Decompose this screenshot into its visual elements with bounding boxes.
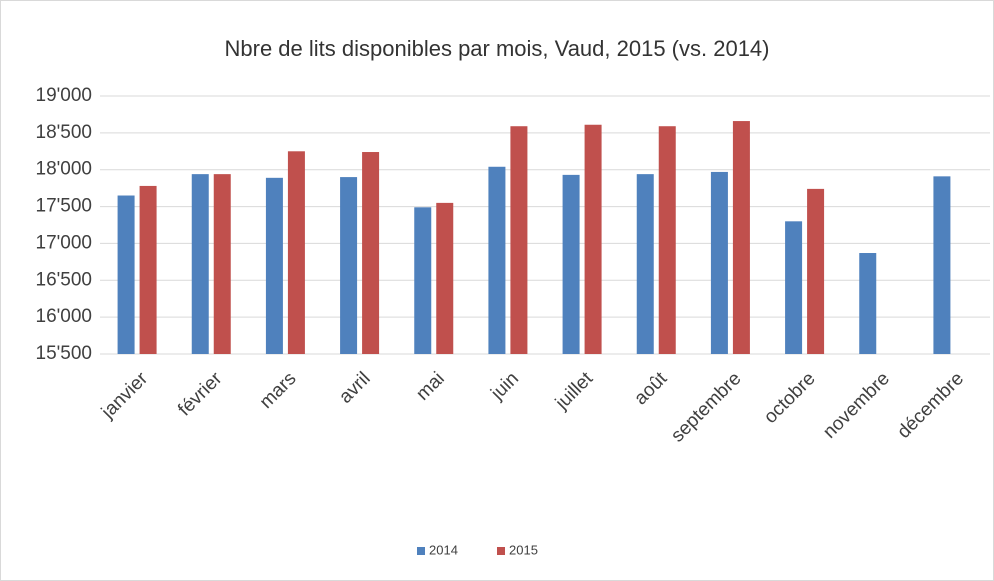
y-tick-label: 16'000 bbox=[36, 306, 92, 327]
legend-swatch bbox=[417, 547, 425, 555]
bar bbox=[732, 121, 750, 354]
bar bbox=[933, 176, 951, 354]
bar bbox=[562, 174, 580, 354]
bar bbox=[510, 126, 528, 354]
bar bbox=[117, 195, 135, 354]
y-tick-label: 16'500 bbox=[36, 269, 92, 290]
bar bbox=[414, 207, 432, 354]
bar bbox=[584, 124, 602, 355]
bar bbox=[807, 188, 825, 354]
legend-swatch bbox=[497, 547, 505, 555]
bar bbox=[658, 126, 676, 354]
bar bbox=[488, 166, 506, 354]
bar bbox=[859, 253, 877, 354]
y-tick-label: 18'000 bbox=[36, 159, 92, 180]
legend-label: 2015 bbox=[509, 542, 538, 557]
y-tick-label: 17'500 bbox=[36, 196, 92, 217]
bar bbox=[362, 152, 380, 354]
bar bbox=[265, 177, 283, 354]
y-tick-label: 15'500 bbox=[36, 343, 92, 364]
bar bbox=[340, 177, 358, 354]
bar bbox=[191, 174, 209, 354]
bar bbox=[710, 171, 728, 354]
bar bbox=[436, 202, 454, 354]
y-tick-label: 17'000 bbox=[36, 232, 92, 253]
bar bbox=[213, 174, 231, 354]
y-tick-label: 18'500 bbox=[36, 122, 92, 143]
bar bbox=[287, 151, 305, 354]
bar bbox=[785, 221, 803, 354]
y-tick-label: 19'000 bbox=[36, 85, 92, 106]
bar bbox=[636, 174, 654, 354]
legend-label: 2014 bbox=[429, 542, 458, 557]
bar bbox=[139, 185, 157, 354]
chart-title: Nbre de lits disponibles par mois, Vaud,… bbox=[225, 36, 770, 61]
